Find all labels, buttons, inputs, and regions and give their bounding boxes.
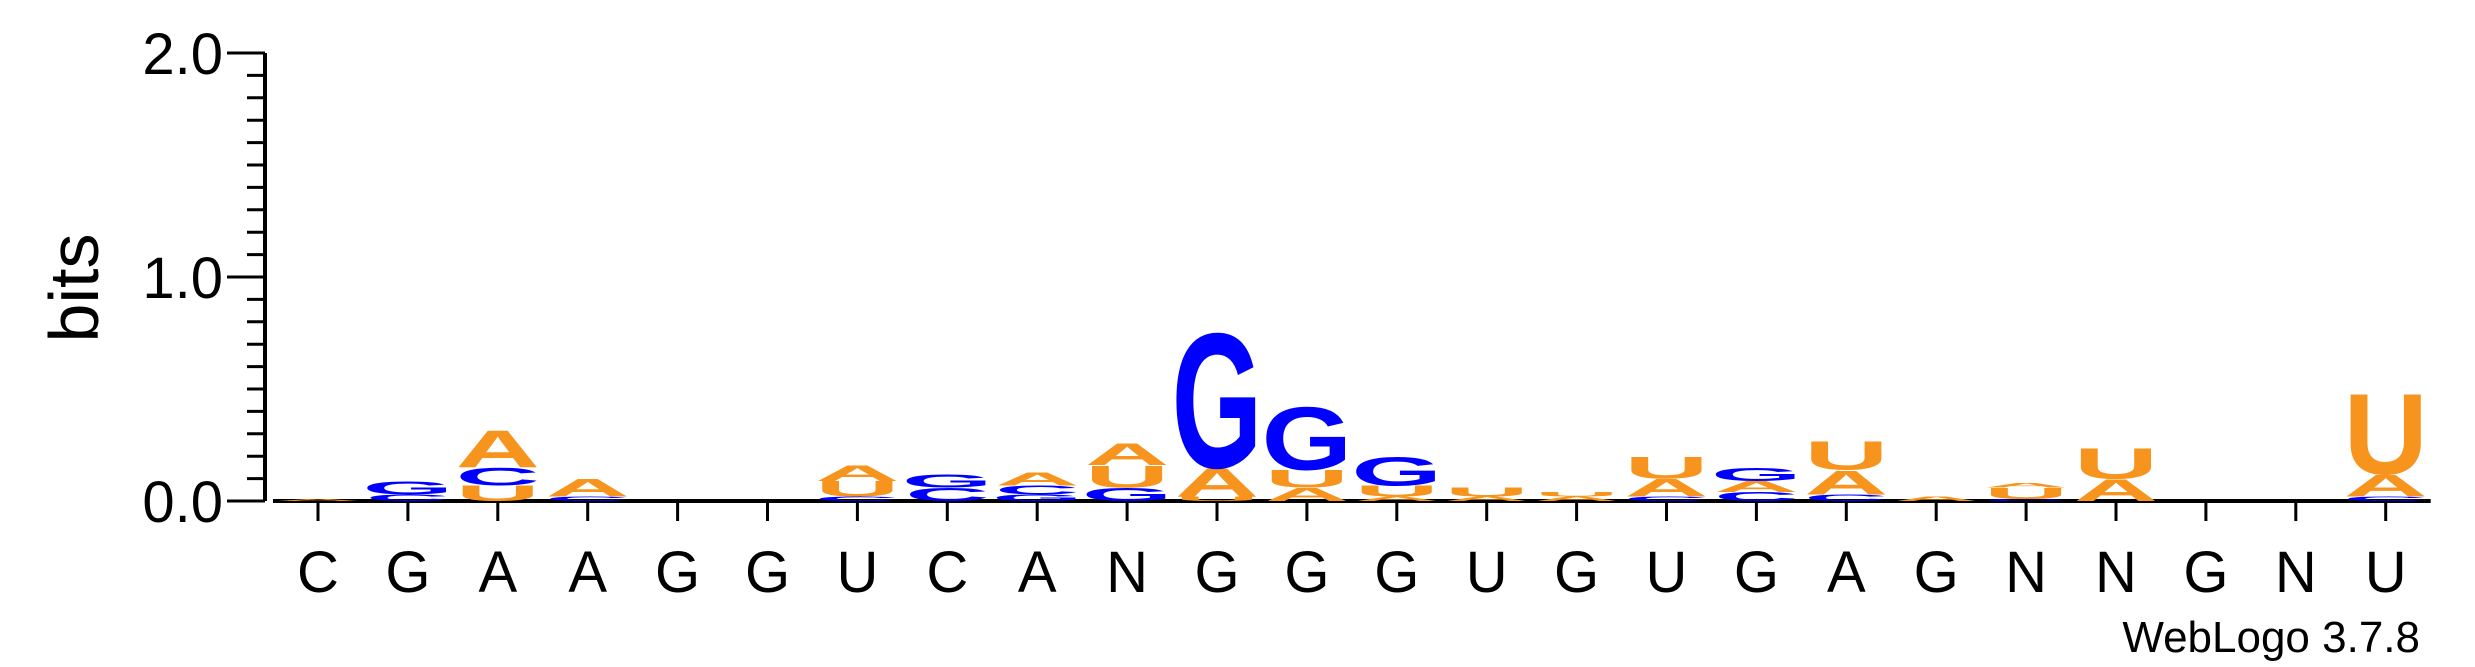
y-axis-title: bits — [35, 234, 113, 343]
logo-letter-A: A — [276, 498, 360, 501]
position-label: G — [655, 540, 700, 605]
logo-letter-C: C — [1984, 498, 2068, 501]
logo-letter-U: U — [1175, 495, 1259, 502]
position-label: G — [2183, 540, 2228, 605]
logo-letter-G: G — [902, 471, 993, 492]
position-label: G — [1554, 540, 1599, 605]
logo-letter-A: A — [1445, 495, 1529, 502]
weblogo-credit: WebLogo 3.7.8 — [2122, 613, 2420, 662]
position-label: G — [1194, 540, 1239, 605]
logo-letter-C: C — [905, 484, 989, 505]
y-tick-label: 1.0 — [142, 246, 223, 311]
logo-letter-C: C — [815, 495, 899, 502]
logo-letter-U: U — [1534, 491, 1618, 498]
logo-letter-C: C — [456, 463, 540, 491]
logo-letter-A: A — [1714, 478, 1798, 495]
position-label: A — [1018, 540, 1057, 605]
logo-letter-G: G — [1082, 484, 1173, 505]
logo-letter-G: G — [1262, 389, 1353, 489]
logo-letter-U: U — [815, 477, 899, 501]
position-label: A — [568, 540, 607, 605]
logo-letter-A: A — [1265, 484, 1349, 505]
position-label: A — [478, 540, 517, 605]
logo-letter-U: U — [1355, 482, 1439, 499]
position-label: C — [926, 540, 968, 605]
logo-letter-G: G — [1711, 464, 1802, 485]
logo-letter-A: A — [1894, 495, 1978, 502]
logo-letter-U: U — [1804, 433, 1888, 478]
logo-letter-C: C — [1714, 490, 1798, 504]
position-label: N — [2275, 540, 2317, 605]
logo-letter-G: G — [363, 477, 454, 498]
position-label: N — [2005, 540, 2047, 605]
position-label: G — [385, 540, 430, 605]
position-label: G — [1374, 540, 1419, 605]
position-label: U — [1646, 540, 1688, 605]
logo-letter-C: C — [995, 483, 1079, 497]
logo-letter-C: C — [366, 493, 450, 503]
position-label: U — [2365, 540, 2407, 605]
logo-letter-U: U — [456, 481, 540, 505]
logo-letter-A: A — [1175, 460, 1259, 505]
position-label: A — [1827, 540, 1866, 605]
position-label: G — [1914, 540, 1959, 605]
logo-letter-A: A — [995, 468, 1079, 489]
logo-letter-A: A — [546, 474, 630, 502]
logo-letter-C: C — [2344, 495, 2428, 502]
logo-letter-A: A — [2344, 469, 2428, 504]
logo-letter-C: C — [546, 495, 630, 502]
position-label: G — [745, 540, 790, 605]
logo-letter-A: A — [456, 420, 540, 479]
logo-letter-G: G — [1351, 449, 1442, 494]
logo-letter-U: U — [2344, 370, 2428, 499]
logo-letter-G: G — [992, 493, 1083, 503]
logo-letter-A: A — [1534, 495, 1618, 502]
logo-letter-G: G — [1172, 293, 1263, 508]
y-tick-label: 0.0 — [142, 470, 223, 535]
position-label: C — [297, 540, 339, 605]
logo-letter-C: C — [1804, 493, 1888, 503]
position-label: U — [1466, 540, 1508, 605]
logo-letter-A: A — [1624, 474, 1708, 502]
logo-letter-U: U — [1085, 460, 1169, 495]
logo-letter-A: A — [1085, 437, 1169, 472]
logo-letter-U: U — [1265, 465, 1349, 493]
position-label: N — [2095, 540, 2137, 605]
y-axis: 0.0 1.0 2.0 — [142, 22, 267, 535]
logo-letter-U: U — [1624, 451, 1708, 486]
logo-letter-A: A — [1804, 464, 1888, 502]
position-label: N — [1106, 540, 1148, 605]
logo-letter-U: U — [1445, 485, 1529, 499]
logo-letter-C: C — [1624, 495, 1708, 502]
logo-letter-U: U — [2074, 439, 2158, 488]
position-label: G — [1284, 540, 1329, 605]
logo-letter-A: A — [815, 461, 899, 485]
logo-letter-A: A — [2074, 473, 2158, 508]
logo-letter-U: U — [1984, 485, 2068, 502]
logo-letter-A: A — [1984, 482, 2068, 489]
logo-letter-A: A — [1355, 495, 1439, 502]
position-label: G — [1734, 540, 1779, 605]
y-tick-label: 2.0 — [142, 22, 223, 87]
position-label: U — [836, 540, 878, 605]
